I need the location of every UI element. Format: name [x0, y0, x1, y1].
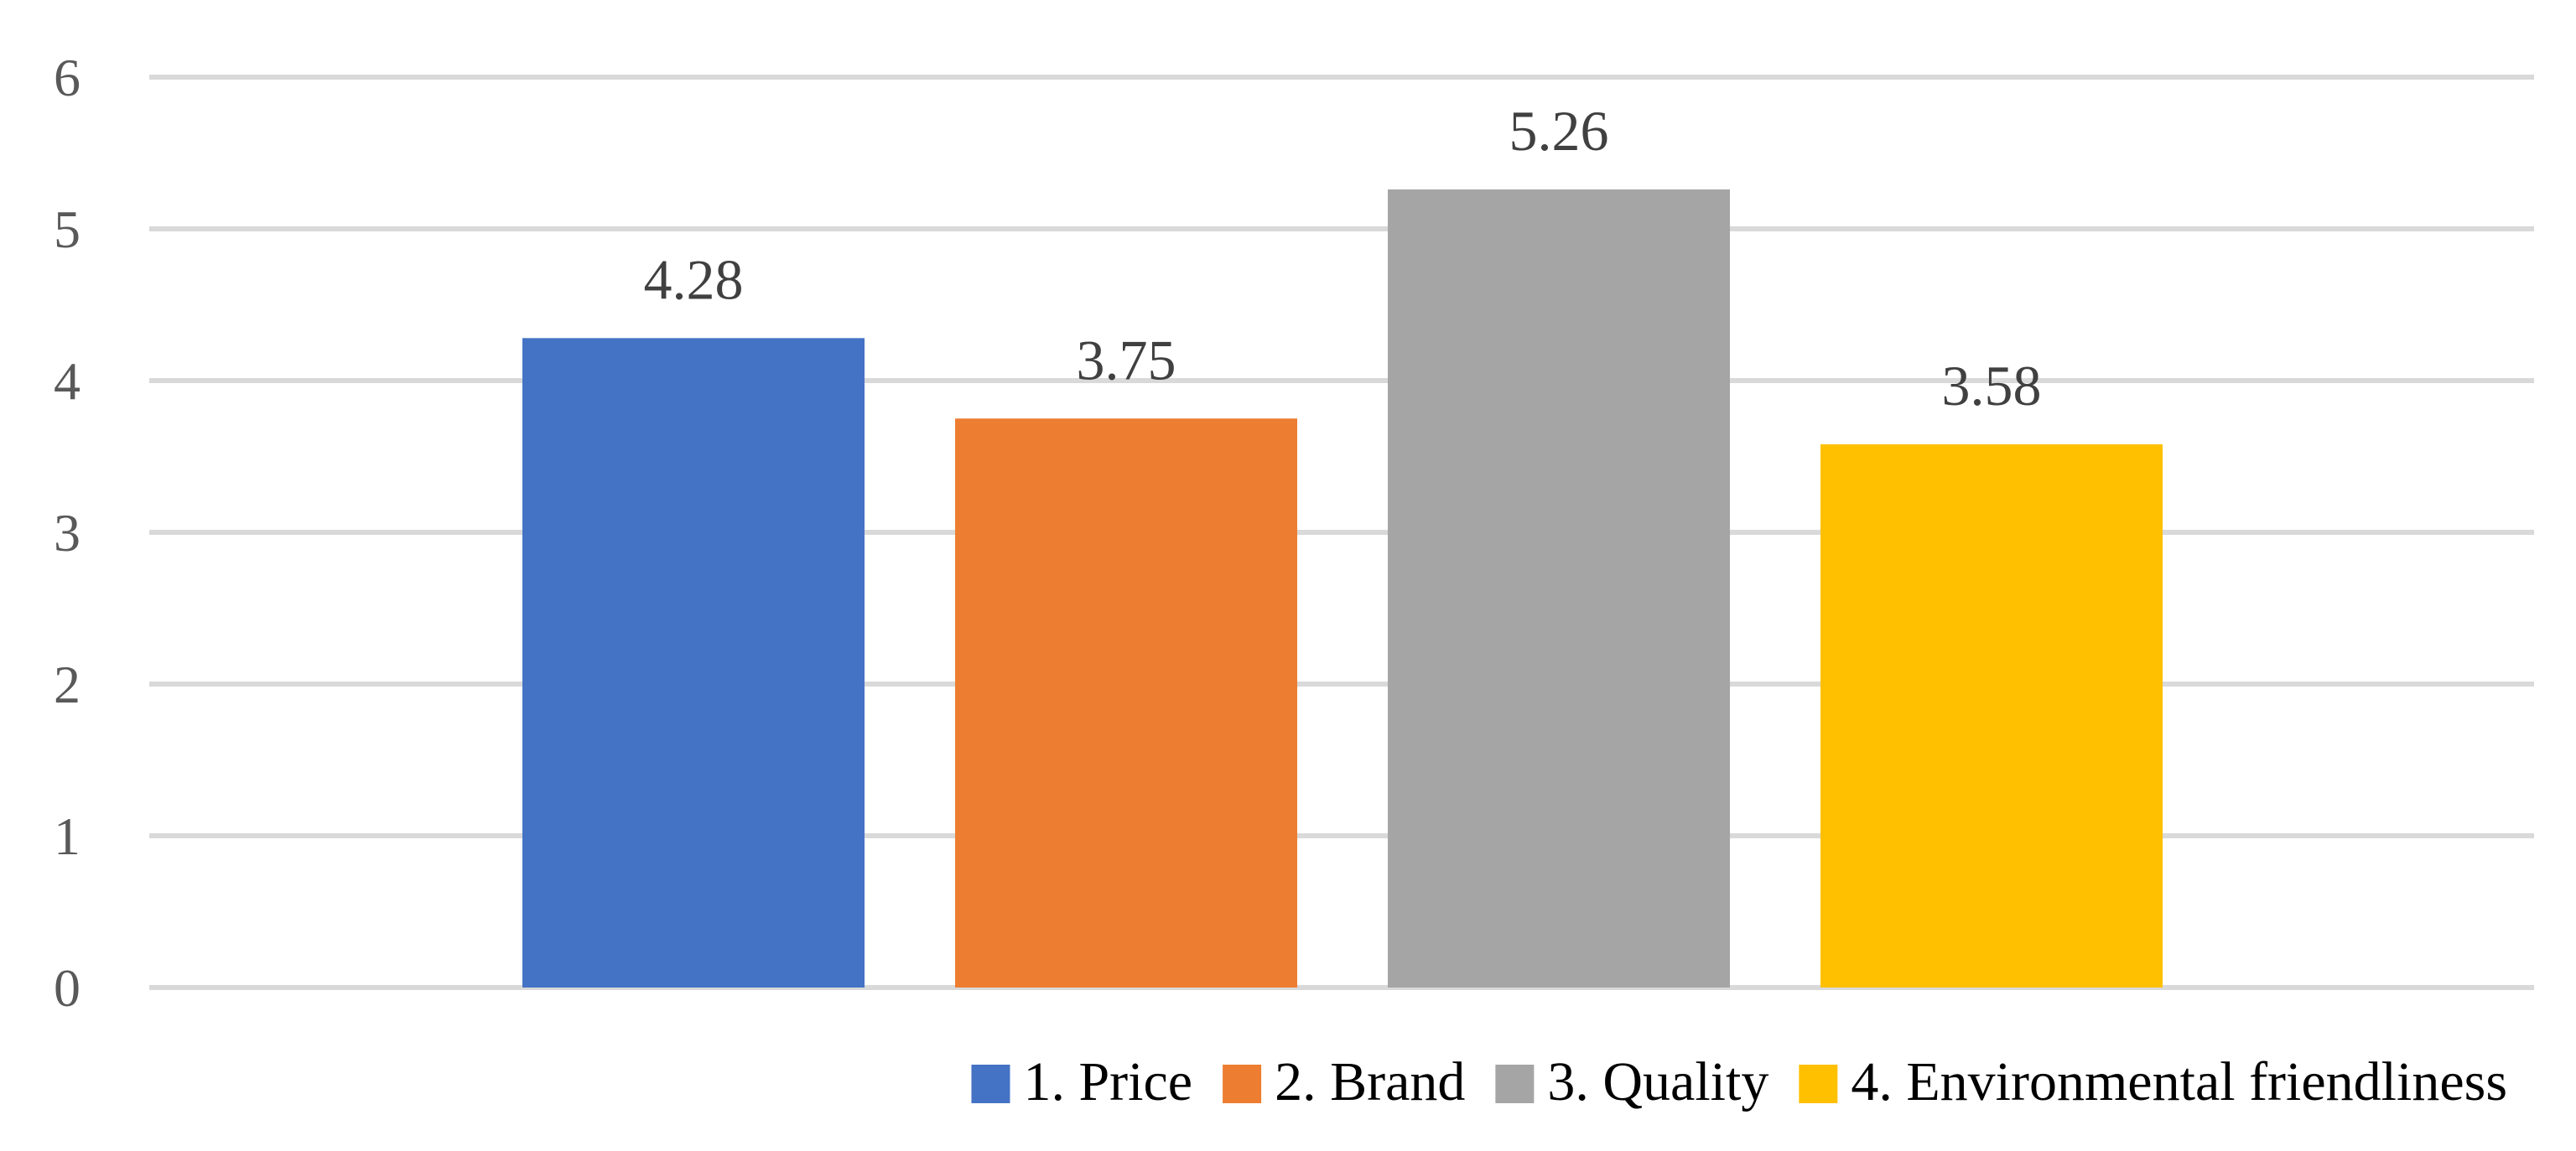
data-labels: 4.28 3.75 5.26 3.58: [644, 99, 2042, 417]
legend-label: 3. Quality: [1547, 1051, 1768, 1112]
bars: [522, 189, 2163, 988]
data-label: 3.75: [1077, 328, 1176, 391]
legend-item: 3. Quality: [1495, 1051, 1768, 1112]
legend: 1. Price 2. Brand 3. Quality 4. Environment…: [971, 1051, 2507, 1112]
data-label: 5.26: [1509, 99, 1609, 163]
y-tick-label: 3: [54, 503, 80, 563]
y-tick-label: 6: [54, 48, 80, 107]
y-tick-label: 1: [54, 806, 80, 866]
y-tick-label: 4: [54, 351, 80, 411]
y-tick-label: 5: [54, 200, 80, 259]
legend-label: 4. Environmental friendliness: [1851, 1051, 2507, 1112]
y-tick-label: 0: [54, 958, 80, 1018]
bar: [955, 418, 1297, 988]
legend-swatch: [1223, 1065, 1262, 1103]
legend-swatch: [1799, 1065, 1838, 1103]
y-tick-label: 2: [54, 655, 80, 714]
legend-swatch: [1495, 1065, 1535, 1103]
legend-item: 2. Brand: [1223, 1051, 1465, 1112]
y-axis-ticks: 0 1 2 3 4 5 6: [54, 48, 80, 1018]
data-label: 4.28: [644, 247, 744, 311]
legend-item: 4. Environmental friendliness: [1799, 1051, 2507, 1112]
legend-label: 1. Price: [1023, 1051, 1192, 1112]
legend-swatch: [971, 1065, 1010, 1103]
bar: [1388, 189, 1730, 988]
legend-label: 2. Brand: [1275, 1051, 1465, 1112]
bar: [1820, 444, 2163, 988]
bar: [522, 338, 865, 988]
data-label: 3.58: [1942, 354, 2042, 417]
gridlines: [149, 75, 2534, 990]
legend-item: 1. Price: [971, 1051, 1192, 1112]
